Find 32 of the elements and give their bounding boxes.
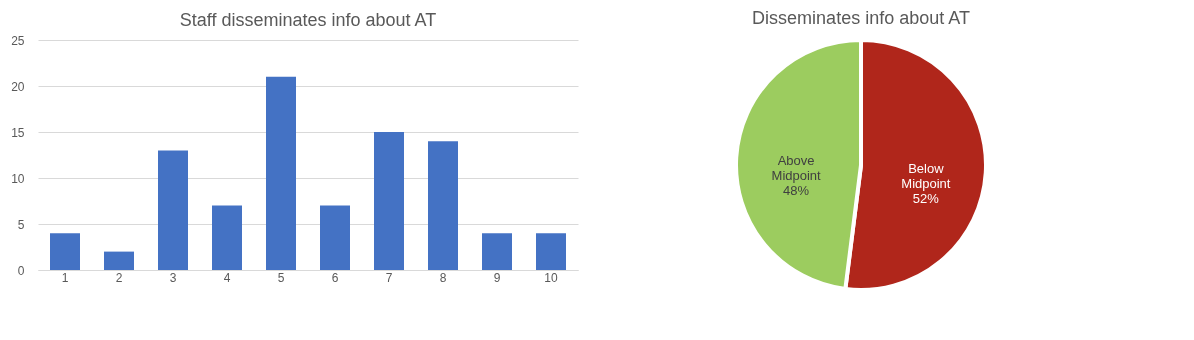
slice-label: Below Midpoint (901, 161, 951, 192)
x-tick-label: 9 (493, 270, 501, 285)
y-tick-label: 25 (11, 33, 25, 48)
bar (482, 233, 512, 270)
bar (50, 233, 80, 270)
bar (320, 205, 350, 270)
chart-title: Disseminates info about AT (752, 8, 970, 28)
y-tick-label: 20 (11, 79, 25, 94)
slice-label: Above Midpoint (771, 152, 822, 183)
y-tick-label: 0 (17, 263, 25, 278)
bar (428, 141, 458, 270)
bar (374, 132, 404, 270)
y-tick-label: 10 (11, 171, 25, 186)
bar (212, 205, 242, 270)
x-tick-label: 5 (277, 270, 285, 285)
x-tick-label: 4 (223, 270, 231, 285)
x-tick-label: 10 (544, 270, 558, 285)
x-tick-label: 8 (439, 270, 447, 285)
x-tick-label: 1 (61, 270, 69, 285)
bar (104, 251, 134, 270)
bar (158, 150, 188, 270)
bar (536, 233, 566, 270)
y-tick-label: 15 (11, 125, 25, 140)
chart-title: Staff disseminates info about AT (179, 10, 437, 30)
data-label: 52% (912, 191, 940, 207)
x-tick-label: 6 (331, 270, 339, 285)
bar (266, 76, 296, 270)
data-label: 48% (783, 182, 810, 198)
x-tick-label: 2 (115, 270, 123, 285)
x-tick-label: 7 (385, 270, 393, 285)
x-tick-label: 3 (169, 270, 177, 285)
y-tick-label: 5 (17, 217, 25, 232)
